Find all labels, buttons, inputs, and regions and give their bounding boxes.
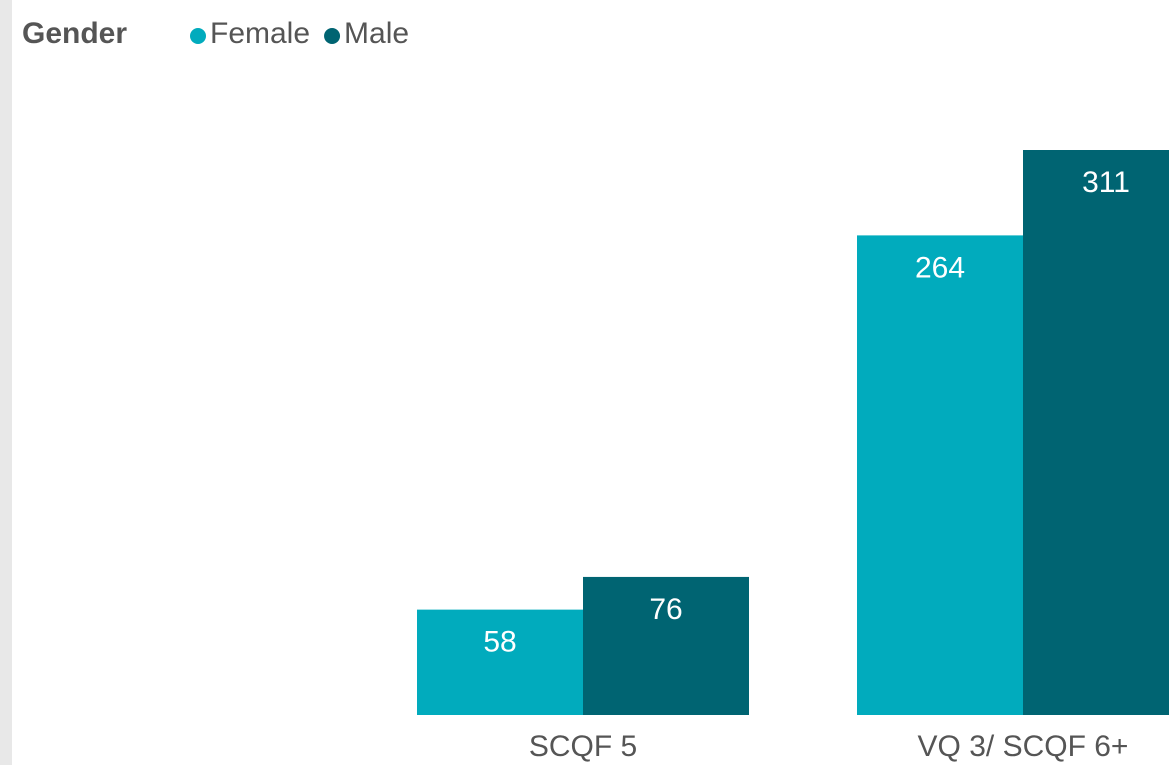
data-label: 76 [649,593,682,626]
bar [857,235,1023,715]
legend-label: Female [210,17,310,50]
bar [417,609,583,715]
data-label: 58 [483,626,516,659]
legend-marker [190,28,206,44]
legend-title: Gender [22,17,127,50]
x-tick-label: SCQF 5 [529,730,637,763]
data-label: 311 [1082,166,1130,199]
legend-marker [324,28,341,44]
bar [583,576,749,715]
data-label: 264 [915,251,965,284]
legend-label: Male [344,17,409,50]
x-tick-label: VQ 3/ SCQF 6+ [918,730,1129,763]
bar [1023,150,1169,715]
side-strip [0,0,12,765]
